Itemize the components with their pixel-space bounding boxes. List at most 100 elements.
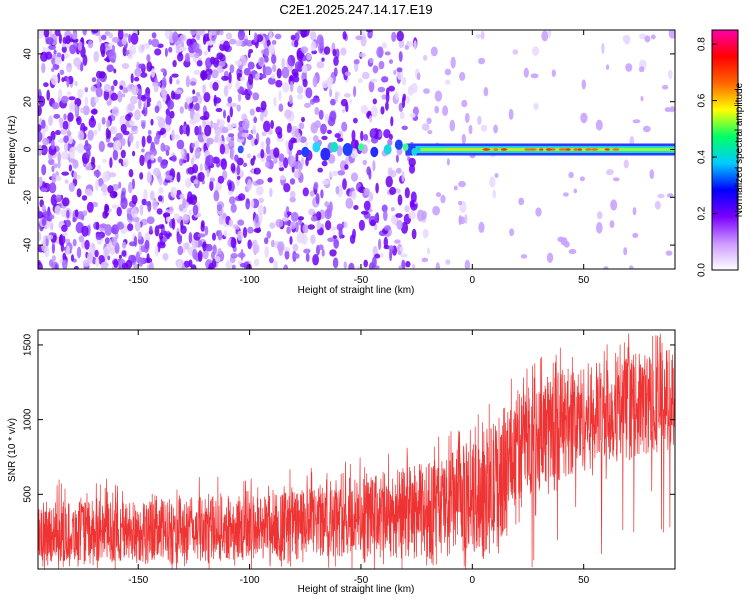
spectrogram-noise-blob bbox=[444, 68, 452, 76]
spectrogram-noise-blob bbox=[365, 30, 373, 33]
spectrogram-noise-blob bbox=[281, 58, 286, 69]
spectrogram-noise-blob bbox=[394, 239, 401, 244]
spectrogram-noise-blob bbox=[170, 186, 177, 198]
spectrogram-noise-blob bbox=[237, 175, 241, 180]
spectrogram-noise-blob bbox=[395, 213, 403, 218]
spectrogram-noise-blob bbox=[368, 168, 372, 180]
signal-transition-blob bbox=[402, 143, 409, 152]
spectrogram-noise-blob bbox=[230, 253, 238, 259]
spectrogram-noise-blob bbox=[306, 53, 312, 61]
spectrogram-noise-blob bbox=[143, 188, 148, 201]
spectrogram-noise-blob bbox=[108, 50, 117, 62]
spectrogram-noise-blob bbox=[383, 244, 390, 250]
spectrogram-noise-blob bbox=[410, 191, 417, 203]
spectrogram-noise-blob bbox=[464, 214, 468, 224]
spectrogram-noise-blob bbox=[60, 209, 67, 218]
spectrogram-noise-blob bbox=[205, 243, 213, 252]
spectrogram-noise-blob bbox=[82, 259, 90, 267]
spectrogram-noise-blob bbox=[351, 172, 358, 182]
spectrogram-noise-blob bbox=[141, 95, 147, 102]
spectrogram-noise-blob bbox=[271, 54, 277, 64]
spectrogram-noise-blob bbox=[81, 225, 89, 237]
spectrogram-noise-blob bbox=[302, 224, 309, 234]
spectrogram-noise-blob bbox=[230, 148, 234, 161]
spectrogram-noise-blob bbox=[58, 138, 65, 144]
spectrogram-noise-blob bbox=[329, 110, 337, 122]
spectrogram-noise-blob bbox=[286, 226, 291, 235]
spectrogram-noise-blob bbox=[219, 30, 224, 36]
spectrogram-noise-blob bbox=[310, 234, 316, 245]
spectrogram-noise-blob bbox=[301, 116, 305, 123]
spectrogram-noise-blob bbox=[66, 91, 72, 96]
spectrogram-noise-blob bbox=[62, 259, 68, 269]
spectrogram-noise-blob bbox=[276, 136, 284, 143]
spectrogram-noise-blob bbox=[396, 67, 403, 73]
spectrogram-noise-blob bbox=[252, 124, 256, 136]
spectrogram-noise-blob bbox=[413, 40, 417, 50]
spectrogram-noise-blob bbox=[459, 71, 466, 81]
spectrogram-noise-blob bbox=[385, 101, 389, 111]
spectrogram-noise-blob bbox=[253, 32, 258, 43]
spectrogram-noise-blob bbox=[606, 169, 614, 176]
spectrogram-noise-blob bbox=[398, 265, 403, 269]
spectrogram-noise-blob bbox=[241, 132, 250, 138]
spectrogram-noise-blob bbox=[121, 63, 130, 69]
spectrogram-noise-blob bbox=[271, 73, 275, 79]
spectrogram-noise-blob bbox=[235, 60, 242, 66]
spectrogram-noise-blob bbox=[310, 31, 317, 41]
spectrogram-noise-blob bbox=[303, 248, 311, 254]
signal-transition-blob bbox=[330, 141, 339, 153]
spectrogram-noise-blob bbox=[275, 79, 283, 88]
spectrogram-noise-blob bbox=[273, 157, 278, 164]
spectrogram-noise-blob bbox=[118, 181, 122, 189]
spectrogram-noise-blob bbox=[183, 260, 190, 268]
spectrogram-noise-blob bbox=[117, 30, 124, 40]
spectrogram-noise-blob bbox=[146, 253, 150, 263]
spectrogram-noise-blob bbox=[97, 122, 102, 132]
spectrogram-noise-blob bbox=[595, 119, 603, 131]
spectrogram-noise-blob bbox=[264, 246, 270, 259]
spectrogram-noise-blob bbox=[199, 163, 203, 172]
spectrogram-noise-blob bbox=[629, 265, 634, 269]
y-tick-label: 0 bbox=[23, 146, 34, 152]
spectrogram-noise-blob bbox=[55, 129, 61, 136]
spectrogram-noise-blob bbox=[343, 221, 348, 229]
spectrogram-noise-blob bbox=[130, 95, 138, 105]
spectrogram-noise-blob bbox=[640, 95, 644, 102]
spectrogram-noise-blob bbox=[72, 217, 76, 223]
spectrogram-noise-blob bbox=[204, 124, 212, 137]
spectrogram-noise-blob bbox=[82, 54, 88, 66]
spectrogram-noise-blob bbox=[177, 52, 184, 62]
spectrogram-noise-blob bbox=[247, 239, 252, 250]
signal-hot-spot bbox=[566, 148, 571, 151]
signal-hot-spot bbox=[577, 148, 583, 151]
spectrogram-noise-blob bbox=[372, 256, 377, 268]
spectrogram-noise-blob bbox=[140, 245, 146, 253]
spectrogram-noise-blob bbox=[190, 30, 197, 36]
spectrogram-noise-blob bbox=[77, 88, 84, 99]
spectrogram-noise-blob bbox=[51, 139, 55, 150]
spectrogram-noise-blob bbox=[416, 72, 421, 81]
spectrogram-noise-blob bbox=[38, 30, 45, 39]
spectrogram-noise-blob bbox=[343, 93, 351, 98]
spectrogram-noise-blob bbox=[389, 170, 397, 178]
spectrogram-noise-blob bbox=[337, 170, 346, 176]
spectrogram-noise-blob bbox=[405, 95, 410, 104]
spectrogram-noise-blob bbox=[205, 155, 211, 167]
spectrogram-noise-blob bbox=[196, 60, 203, 67]
spectrogram-noise-blob bbox=[275, 218, 284, 228]
spectrogram-noise-blob bbox=[216, 30, 221, 36]
spectrogram-noise-blob bbox=[383, 209, 388, 222]
spectrogram-noise-blob bbox=[48, 115, 53, 126]
spectrogram-noise-blob bbox=[237, 130, 245, 140]
spectrogram-noise-blob bbox=[41, 119, 46, 129]
spectrogram-noise-blob bbox=[38, 144, 43, 156]
spectrogram-noise-blob bbox=[221, 126, 229, 134]
spectrogram-noise-blob bbox=[131, 207, 138, 219]
spectrogram-noise-blob bbox=[568, 248, 577, 255]
spectrogram-noise-blob bbox=[61, 77, 65, 83]
spectrogram-noise-blob bbox=[530, 73, 539, 79]
spectrogram-noise-blob bbox=[625, 63, 633, 72]
spectrogram-noise-blob bbox=[391, 31, 397, 42]
spectrogram-noise-blob bbox=[509, 228, 515, 237]
